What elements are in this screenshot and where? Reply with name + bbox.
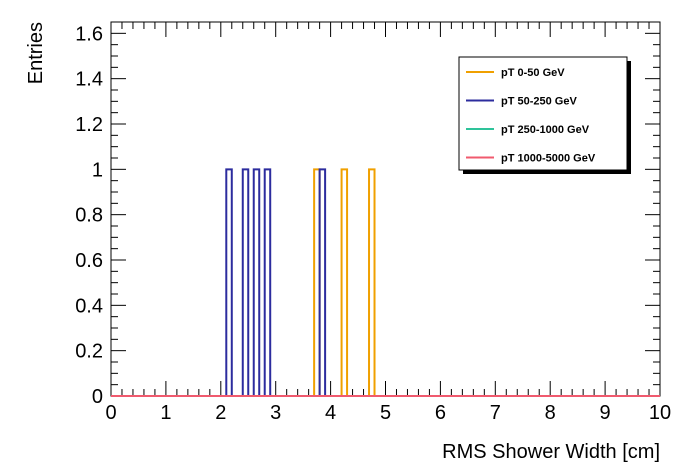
legend-label: pT 50-250 GeV xyxy=(501,96,577,108)
legend-box xyxy=(458,56,628,171)
x-tick-label: 5 xyxy=(380,402,391,424)
y-axis-title: Entries xyxy=(25,22,47,84)
x-tick-label: 6 xyxy=(435,402,446,424)
y-tick-label: 0 xyxy=(92,386,103,408)
y-tick-label: 1 xyxy=(92,159,103,181)
y-tick-label: 1.6 xyxy=(75,23,103,45)
y-tick-label: 1.4 xyxy=(75,69,103,91)
legend: pT 0-50 GeV pT 50-250 GeV pT 250-1000 GeV p… xyxy=(458,56,631,174)
y-tick-label: 0.4 xyxy=(75,295,103,317)
x-tick-label: 9 xyxy=(600,402,611,424)
x-tick-label: 1 xyxy=(160,402,171,424)
y-tick-label: 0.2 xyxy=(75,341,103,363)
x-tick-label: 3 xyxy=(270,402,281,424)
x-tick-label: 2 xyxy=(215,402,226,424)
axis-ticks xyxy=(110,21,661,397)
x-tick-label: 8 xyxy=(545,402,556,424)
y-tick-label: 0.6 xyxy=(75,250,103,272)
series-line-2 xyxy=(111,168,660,397)
series-layer xyxy=(111,168,660,397)
x-tick-label: 10 xyxy=(649,402,671,424)
x-axis-title: RMS Shower Width [cm] xyxy=(442,441,660,463)
series-line-1 xyxy=(111,168,660,397)
x-tick-label: 0 xyxy=(105,402,116,424)
legend-label: pT 1000-5000 GeV xyxy=(501,153,596,165)
x-tick-labels: 0 1 2 3 4 5 6 7 8 9 10 xyxy=(105,402,671,424)
y-tick-labels: 0 0.2 0.4 0.6 0.8 1 1.2 1.4 1.6 xyxy=(75,23,103,408)
legend-label: pT 250-1000 GeV xyxy=(501,124,590,136)
legend-label: pT 0-50 GeV xyxy=(501,67,565,79)
x-tick-label: 4 xyxy=(325,402,336,424)
y-tick-label: 0.8 xyxy=(75,205,103,227)
x-tick-label: 7 xyxy=(490,402,501,424)
y-tick-label: 1.2 xyxy=(75,114,103,136)
